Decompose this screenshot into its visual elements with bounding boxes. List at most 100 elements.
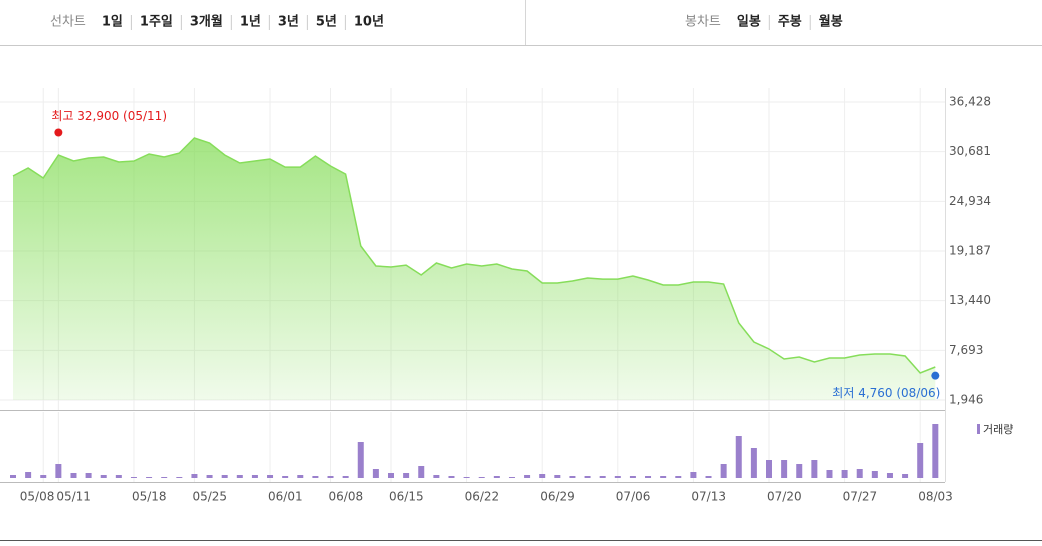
x-tick-label: 05/25 [192, 490, 227, 504]
volume-bar [251, 475, 258, 478]
y-tick-label: 13,440 [949, 293, 991, 307]
volume-bar [886, 473, 893, 478]
price-line [12, 137, 936, 374]
volume-bar [750, 448, 757, 478]
volume-bar [932, 424, 939, 478]
x-tick-label: 05/18 [132, 490, 167, 504]
volume-bar [705, 476, 712, 478]
volume-bar [297, 475, 304, 478]
x-tick-label: 07/27 [843, 490, 878, 504]
annotation-label: 최저 4,760 (08/06) [832, 386, 940, 400]
volume-bar [493, 476, 500, 478]
volume-bar [524, 475, 531, 478]
volume-bar [645, 476, 652, 478]
x-tick-label: 07/20 [767, 490, 802, 504]
volume-bar [418, 466, 425, 478]
plot: 36,428 30,681 24,934 19,187 13,440 7,693 1,946… [0, 88, 1013, 504]
tab-option[interactable]: 월봉 [819, 14, 843, 30]
volume-bar [841, 470, 848, 478]
legend-label: 거래량 [983, 423, 1013, 436]
volume-bar [478, 477, 485, 478]
volume-bar [221, 475, 228, 478]
volume-bar [40, 475, 47, 478]
price-area [13, 138, 936, 400]
volume-bar [25, 472, 32, 478]
tab-option[interactable]: 10년 [354, 15, 384, 30]
volume-bar [433, 475, 440, 478]
volume-bar [902, 474, 909, 478]
volume-bar [448, 476, 455, 478]
volume-bar [720, 464, 727, 478]
volume-bar [130, 477, 137, 478]
volume-bar [599, 476, 606, 478]
volume-bar [312, 476, 319, 478]
volume-bar [690, 472, 697, 478]
x-tick-label: 06/29 [540, 490, 575, 504]
volume-bar [191, 474, 198, 478]
x-tick-label: 08/03 [918, 490, 953, 504]
volume-bar [10, 475, 16, 478]
tab-bar [0, 0, 1042, 45]
tab-option[interactable]: 주봉 [778, 15, 802, 30]
volume-bar [357, 442, 364, 478]
volume-bar [115, 475, 122, 478]
tab-option[interactable]: 5년 [316, 15, 337, 30]
y-tick-label: 36,428 [949, 95, 991, 109]
volume-bar [70, 473, 77, 478]
volume-bar [614, 476, 621, 478]
volume-bar [236, 475, 243, 478]
x-tick-label: 06/15 [389, 490, 424, 504]
volume-bar [856, 469, 863, 478]
y-tick-label: 30,681 [949, 144, 991, 158]
volume-bar [85, 473, 92, 478]
volume-bar [584, 476, 591, 478]
x-tick-label: 07/13 [691, 490, 726, 504]
volume-bar [146, 477, 153, 478]
annotation-label: 최고 32,900 (05/11) [51, 109, 167, 123]
y-tick-label: 24,934 [949, 194, 991, 208]
volume-bar [508, 477, 515, 478]
volume-bar [388, 473, 394, 478]
volume-bar [539, 474, 546, 478]
tab-option[interactable]: 1주일 [140, 15, 173, 30]
volume-bar [766, 460, 772, 478]
annotation-dot [931, 371, 940, 380]
x-tick-label: 07/06 [616, 490, 651, 504]
tab-group-label: 선차트 [50, 15, 86, 30]
tab-group-label: 봉차트 [685, 15, 721, 30]
volume-bar [100, 475, 107, 478]
tab-option[interactable]: 일봉 [737, 15, 761, 30]
volume-bar [826, 470, 833, 478]
y-tick-label: 1,946 [949, 393, 983, 407]
volume-bar [206, 475, 213, 478]
volume-bar [917, 443, 924, 478]
volume-bar [342, 476, 349, 478]
volume-bar [629, 476, 636, 478]
volume-bar [554, 475, 561, 478]
volume-bar [161, 477, 168, 478]
volume-bar [463, 477, 470, 478]
volume-bar [55, 464, 62, 478]
volume-bar [372, 469, 379, 478]
x-tick-label: 06/08 [329, 490, 364, 504]
tab-option[interactable]: 1년 [240, 15, 261, 30]
x-tick-label: 06/01 [268, 490, 303, 504]
annotation-dot [54, 128, 63, 137]
volume-bar [267, 475, 274, 478]
tabs: 선차트 1일 1주일 3개월 1년 3년 5년 10년 봉차트 일봉 주봉 월봉 [50, 14, 843, 30]
x-tick-label: 06/22 [465, 490, 500, 504]
volume-bar [282, 476, 289, 478]
legend-swatch [977, 424, 980, 434]
volume-bar [811, 460, 818, 478]
volume-bar [660, 476, 667, 478]
tab-option[interactable]: 3년 [278, 15, 299, 30]
volume-bar [403, 473, 410, 478]
volume-bar [569, 476, 576, 478]
tab-option[interactable]: 1일 [102, 15, 123, 30]
volume-bar [176, 477, 183, 478]
volume-bar [327, 476, 334, 478]
y-tick-label: 19,187 [949, 244, 991, 258]
volume-bar [735, 436, 742, 478]
tab-option[interactable]: 3개월 [190, 14, 223, 30]
